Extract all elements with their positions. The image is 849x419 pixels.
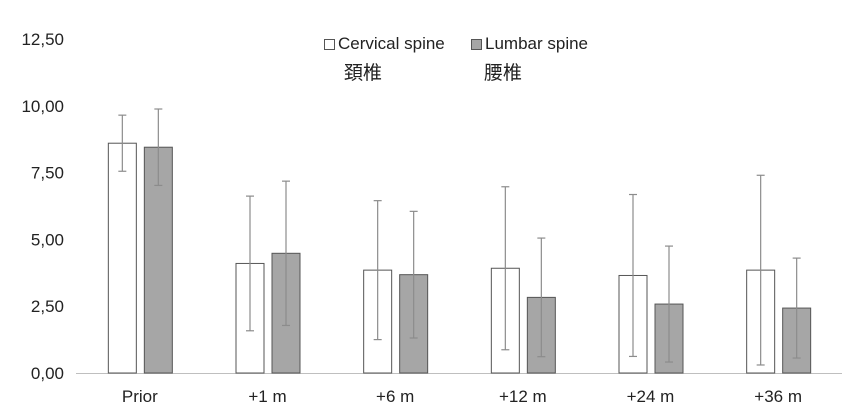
x-tick-label: +1 m [248, 387, 286, 406]
legend-sublabel-cervical: 頚椎 [344, 62, 383, 84]
y-tick-label: 7,50 [31, 164, 64, 183]
y-tick-label: 10,00 [21, 97, 64, 116]
x-tick-label: Prior [122, 387, 158, 406]
legend-sublabel-lumbar: 腰椎 [484, 62, 523, 84]
legend-item-cervical: Cervical spine 頚椎 [324, 34, 445, 84]
y-tick-label: 0,00 [31, 364, 64, 383]
legend-item-lumbar: Lumbar spine 腰椎 [471, 34, 589, 84]
x-tick-label: +12 m [499, 387, 547, 406]
x-tick-label: +24 m [627, 387, 675, 406]
x-tick-label: +36 m [754, 387, 802, 406]
legend-swatch-cervical [324, 39, 335, 50]
bar-cervical [107, 142, 137, 374]
legend-label-cervical: Cervical spine [338, 34, 445, 53]
legend-swatch-lumbar [471, 39, 482, 50]
x-tick-label: +6 m [376, 387, 414, 406]
y-tick-label: 12,50 [21, 30, 64, 49]
y-tick-label: 5,00 [31, 230, 64, 249]
legend-label-lumbar: Lumbar spine [485, 34, 589, 53]
y-tick-label: 2,50 [31, 297, 64, 316]
